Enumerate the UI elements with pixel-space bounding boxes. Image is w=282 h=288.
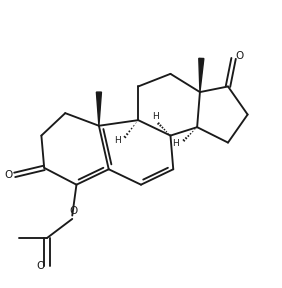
Text: O: O — [70, 206, 78, 216]
Polygon shape — [199, 58, 204, 92]
Text: H: H — [114, 136, 120, 145]
Text: O: O — [236, 51, 244, 61]
Polygon shape — [96, 92, 102, 126]
Text: O: O — [5, 170, 13, 180]
Text: O: O — [37, 261, 45, 271]
Text: H: H — [153, 112, 159, 121]
Text: H: H — [172, 139, 179, 149]
